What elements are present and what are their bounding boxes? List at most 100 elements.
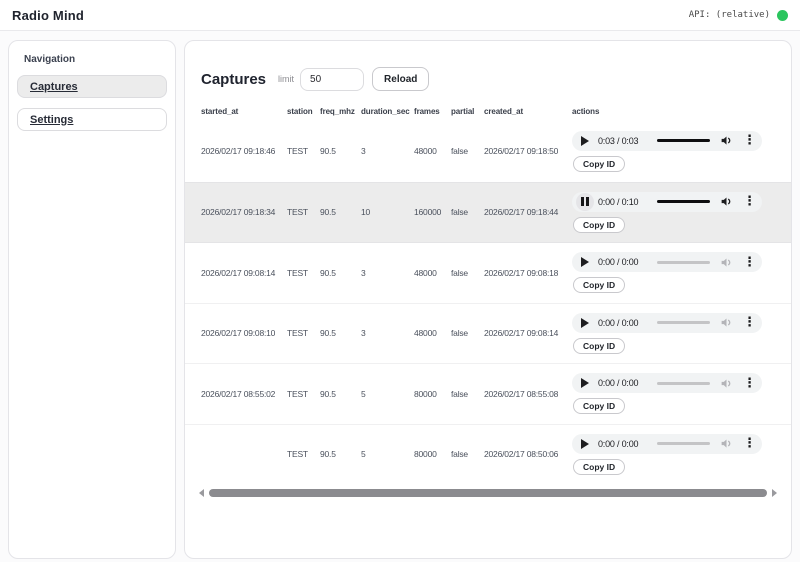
audio-player[interactable]: 0:03 / 0:03 ⋮ [572,130,762,151]
captures-panel: Captures limit Reload started_at station… [184,40,792,559]
table-row: 2026/02/17 09:18:46 TEST 90.5 3 48000 fa… [185,121,791,182]
copy-id-button[interactable]: Copy ID [573,155,626,172]
cell-station: TEST [287,267,308,278]
cell-actions: 0:00 / 0:00 ⋮ Copy ID [572,312,775,354]
cell-station: TEST [287,207,308,218]
cell-duration-sec: 5 [361,449,366,460]
cell-duration-sec: 3 [361,146,366,157]
cell-duration-sec: 3 [361,328,366,339]
player-seekbar[interactable] [657,442,710,446]
player-seekbar[interactable] [657,381,710,385]
cell-partial: false [451,146,468,157]
player-menu-icon[interactable]: ⋮ [743,315,756,331]
cell-actions: 0:00 / 0:00 ⋮ Copy ID [572,373,775,415]
audio-player[interactable]: 0:00 / 0:00 ⋮ [572,433,762,454]
cell-created-at: 2026/02/17 09:08:14 [484,328,559,339]
scroll-right-icon[interactable] [772,489,777,497]
captures-toolbar: Captures limit Reload [201,67,775,91]
audio-player[interactable]: 0:00 / 0:00 ⋮ [572,252,762,273]
col-freq-mhz: freq_mhz [320,106,355,116]
api-status-label: API: (relative) [688,10,770,20]
col-actions: actions [572,106,600,116]
cell-station: TEST [287,449,308,460]
api-status: API: (relative) [688,9,788,21]
player-menu-icon[interactable]: ⋮ [743,436,756,452]
volume-icon[interactable] [720,256,733,269]
pause-icon[interactable] [576,192,594,211]
cell-station: TEST [287,328,308,339]
reload-button[interactable]: Reload [372,67,430,91]
volume-icon[interactable] [720,195,733,208]
play-icon[interactable] [581,257,589,268]
cell-freq-mhz: 90.5 [320,449,336,460]
status-dot-icon [777,9,788,21]
scroll-left-icon[interactable] [199,489,204,497]
limit-label: limit [278,74,295,84]
col-created-at: created_at [484,106,524,116]
player-time: 0:00 / 0:00 [598,438,639,449]
audio-player[interactable]: 0:00 / 0:00 ⋮ [572,373,762,394]
copy-id-button[interactable]: Copy ID [573,398,626,415]
sidebar: Navigation Captures Settings [8,40,176,559]
table-row: 2026/02/17 09:08:14 TEST 90.5 3 48000 fa… [185,242,791,303]
cell-started-at: 2026/02/17 08:55:02 [201,388,276,399]
cell-freq-mhz: 90.5 [320,146,336,157]
col-station: station [287,106,313,116]
copy-id-button[interactable]: Copy ID [573,216,626,233]
sidebar-item-label: Settings [30,113,74,126]
player-time: 0:00 / 0:10 [598,196,639,207]
horizontal-scrollbar[interactable] [199,488,777,498]
cell-created-at: 2026/02/17 08:50:06 [484,449,559,460]
cell-actions: 0:00 / 0:00 ⋮ Copy ID [572,252,775,294]
player-time: 0:00 / 0:00 [598,378,639,389]
volume-icon[interactable] [720,316,733,329]
player-seekbar[interactable] [657,139,710,143]
table-header: started_at station freq_mhz duration_sec… [185,105,791,117]
cell-created-at: 2026/02/17 09:18:50 [484,146,559,157]
copy-id-button[interactable]: Copy ID [573,277,626,294]
player-seekbar[interactable] [657,260,710,264]
cell-partial: false [451,328,468,339]
play-icon[interactable] [581,438,589,449]
volume-icon[interactable] [720,134,733,147]
sidebar-item-settings[interactable]: Settings [17,108,167,131]
scrollbar-thumb[interactable] [209,489,767,497]
col-frames: frames [414,106,440,116]
col-duration-sec: duration_sec [361,106,410,116]
audio-player[interactable]: 0:00 / 0:00 ⋮ [572,312,762,333]
volume-icon[interactable] [720,377,733,390]
play-icon[interactable] [581,378,589,389]
cell-partial: false [451,267,468,278]
limit-input[interactable] [300,67,365,91]
player-menu-icon[interactable]: ⋮ [743,133,756,149]
cell-frames: 48000 [414,146,437,157]
player-time: 0:00 / 0:00 [598,317,639,328]
cell-started-at: 2026/02/17 09:18:46 [201,146,276,157]
cell-frames: 48000 [414,267,437,278]
cell-frames: 48000 [414,328,437,339]
copy-id-button[interactable]: Copy ID [573,337,626,354]
play-icon[interactable] [581,317,589,328]
cell-duration-sec: 10 [361,207,371,218]
cell-actions: 0:00 / 0:00 ⋮ Copy ID [572,433,775,475]
sidebar-item-captures[interactable]: Captures [17,75,167,98]
play-icon[interactable] [581,135,589,146]
player-menu-icon[interactable]: ⋮ [743,254,756,270]
cell-actions: 0:03 / 0:03 ⋮ Copy ID [572,130,775,172]
player-menu-icon[interactable]: ⋮ [743,194,756,210]
sidebar-item-label: Captures [30,80,78,93]
cell-partial: false [451,207,468,218]
player-seekbar[interactable] [657,321,710,325]
cell-freq-mhz: 90.5 [320,328,336,339]
volume-icon[interactable] [720,437,733,450]
table-row: TEST 90.5 5 80000 false 2026/02/17 08:50… [185,423,791,485]
cell-created-at: 2026/02/17 09:08:18 [484,267,559,278]
top-bar: Radio Mind API: (relative) [0,0,800,31]
audio-player[interactable]: 0:00 / 0:10 ⋮ [572,191,762,212]
player-menu-icon[interactable]: ⋮ [743,375,756,391]
col-started-at: started_at [201,106,239,116]
col-partial: partial [451,106,475,116]
copy-id-button[interactable]: Copy ID [573,458,626,475]
cell-frames: 160000 [414,207,442,218]
player-seekbar[interactable] [657,200,710,204]
